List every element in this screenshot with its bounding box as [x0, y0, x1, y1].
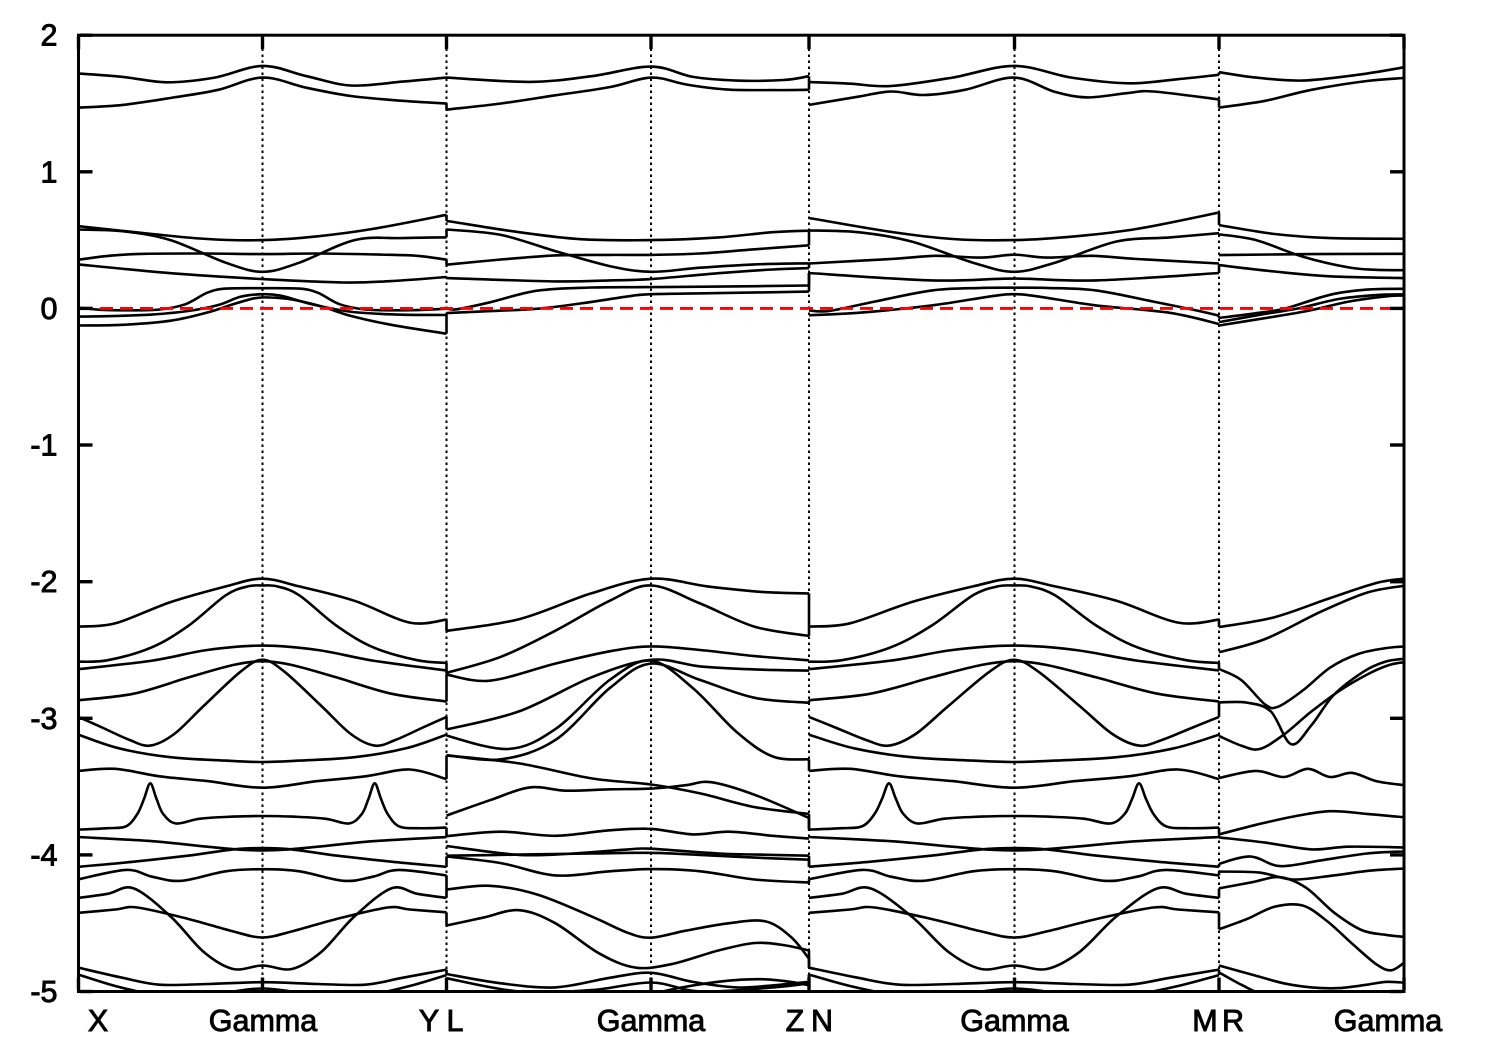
svg-text:Z: Z [786, 1004, 805, 1038]
svg-text:0: 0 [41, 292, 58, 326]
svg-text:-4: -4 [30, 838, 57, 872]
svg-text:2: 2 [41, 19, 58, 53]
svg-text:N: N [811, 1004, 833, 1038]
svg-text:Y: Y [419, 1004, 439, 1038]
svg-text:-1: -1 [30, 429, 57, 463]
svg-text:-5: -5 [30, 975, 57, 1009]
svg-text:X: X [88, 1004, 108, 1038]
svg-text:R: R [1222, 1004, 1244, 1038]
svg-text:M: M [1192, 1004, 1217, 1038]
svg-text:Gamma: Gamma [597, 1004, 706, 1038]
svg-text:-3: -3 [30, 702, 57, 736]
svg-text:Gamma: Gamma [1334, 1004, 1443, 1038]
svg-text:1: 1 [41, 155, 58, 189]
svg-text:-2: -2 [30, 565, 57, 599]
svg-text:L: L [447, 1004, 464, 1038]
svg-text:Gamma: Gamma [960, 1004, 1069, 1038]
svg-text:Gamma: Gamma [209, 1004, 318, 1038]
